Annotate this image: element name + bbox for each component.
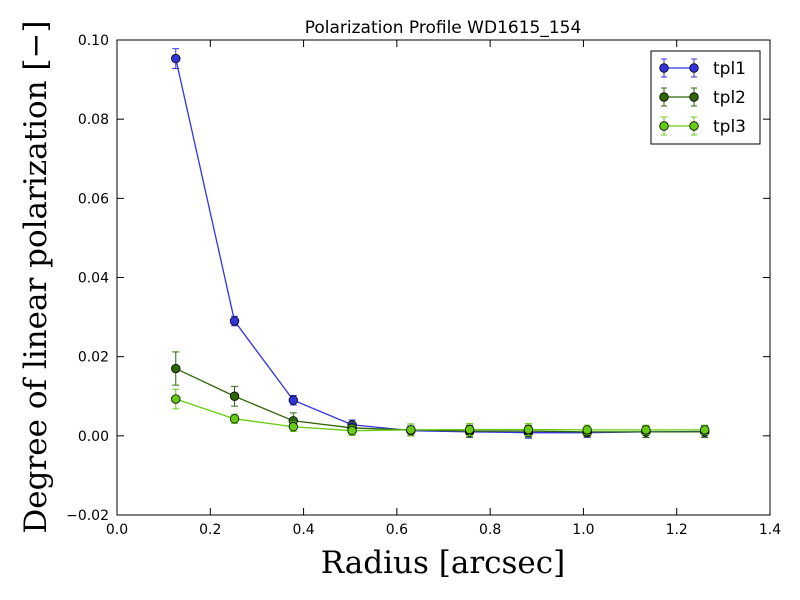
data-point-tpl3-4 (406, 425, 416, 435)
x-tick-label-6: 1.2 (666, 522, 688, 538)
legend-marker-tpl1-0 (659, 63, 669, 73)
data-point-tpl3-9 (700, 425, 710, 435)
x-tick-label-5: 1.0 (572, 522, 594, 538)
chart-title: Polarization Profile WD1615_154 (305, 18, 582, 38)
legend-label-tpl1: tpl1 (713, 59, 746, 79)
series-line-tpl2 (175, 367, 705, 433)
data-point-tpl1-0 (171, 53, 181, 64)
data-point-tpl3-2 (288, 422, 299, 432)
x-tick-label-2: 0.4 (292, 522, 314, 538)
x-tick-label-3: 0.6 (386, 522, 408, 538)
x-tick-label-0: 0.0 (106, 522, 128, 538)
data-point-tpl3-5 (464, 424, 475, 435)
data-point-tpl3-0 (171, 394, 181, 404)
y-axis-label: Degree of linear polarization [−] (18, 20, 54, 533)
y-tick-label-5: 0.08 (78, 112, 109, 128)
y-tick-label-4: 0.06 (78, 191, 109, 207)
x-tick-label-4: 0.8 (479, 522, 501, 538)
x-axis-label: Radius [arcsec] (321, 545, 566, 581)
legend-marker-tpl3-0 (659, 121, 669, 131)
x-tick-label-7: 1.4 (759, 522, 781, 538)
data-point-tpl2-0 (171, 363, 181, 374)
data-point-tpl1-1 (229, 316, 240, 326)
legend-label-tpl3: tpl3 (713, 117, 746, 137)
y-tick-label-3: 0.04 (78, 271, 109, 287)
y-tick-label-1: 0.00 (78, 429, 109, 445)
data-point-tpl3-7 (582, 425, 592, 435)
series-line-tpl3 (175, 398, 705, 432)
x-tick-label-1: 0.2 (199, 522, 221, 538)
y-tick-label-2: 0.02 (78, 350, 109, 366)
legend-marker-tpl2-0 (659, 92, 669, 102)
data-point-tpl2-1 (229, 391, 240, 401)
legend-marker-tpl1-1 (689, 63, 699, 73)
legend-label-tpl2: tpl2 (713, 88, 746, 108)
legend-marker-tpl3-1 (689, 121, 699, 131)
y-tick-label-6: 0.10 (78, 33, 109, 49)
data-point-tpl3-6 (523, 424, 534, 435)
data-point-tpl1-2 (288, 395, 299, 405)
y-tick-label-0: −0.02 (66, 508, 109, 524)
legend-marker-tpl2-1 (689, 92, 699, 102)
legend: tpl1 tpl2 tpl3 (650, 50, 761, 145)
data-point-tpl3-1 (229, 414, 240, 424)
data-point-tpl3-3 (347, 425, 357, 436)
data-point-tpl3-8 (641, 425, 651, 435)
